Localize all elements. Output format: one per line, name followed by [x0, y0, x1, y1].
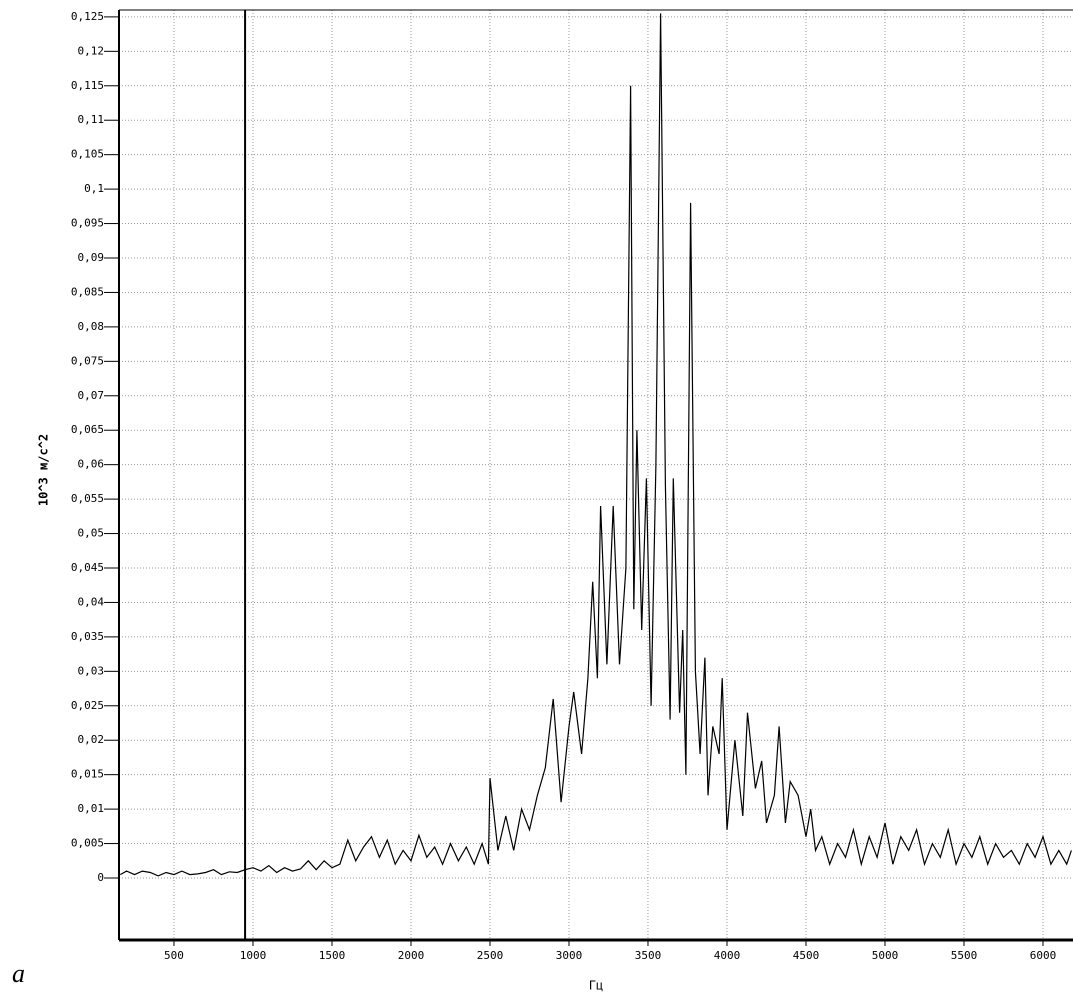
x-tick-label: 3500	[635, 949, 662, 962]
x-tick-label: 1000	[240, 949, 267, 962]
x-tick-label: 2000	[398, 949, 425, 962]
y-tick-label: 0,08	[78, 320, 105, 333]
y-axis-label: 10^3 м/с^2	[37, 434, 51, 506]
x-tick-label: 5500	[951, 949, 978, 962]
y-tick-label: 0,105	[71, 148, 104, 161]
y-tick-label: 0,07	[78, 389, 105, 402]
x-axis-label: Гц	[589, 979, 603, 992]
y-tick-label: 0,005	[71, 837, 104, 850]
x-tick-label: 2500	[477, 949, 504, 962]
x-tick-label: 4500	[793, 949, 820, 962]
y-tick-label: 0,01	[78, 802, 105, 815]
y-tick-label: 0,125	[71, 10, 104, 23]
y-tick-label: 0,1	[84, 182, 104, 195]
y-tick-label: 0,065	[71, 423, 104, 436]
y-tick-label: 0,045	[71, 561, 104, 574]
y-tick-label: 0,055	[71, 492, 104, 505]
y-tick-label: 0,02	[78, 733, 105, 746]
caption: a	[12, 959, 25, 988]
y-tick-label: 0,04	[78, 595, 105, 608]
y-tick-label: 0,05	[78, 527, 105, 540]
y-tick-label: 0,095	[71, 217, 104, 230]
y-tick-label: 0,025	[71, 699, 104, 712]
x-tick-label: 500	[164, 949, 184, 962]
x-tick-label: 3000	[556, 949, 583, 962]
x-tick-label: 5000	[872, 949, 899, 962]
y-tick-label: 0,06	[78, 458, 105, 471]
y-tick-label: 0,085	[71, 285, 104, 298]
y-tick-label: 0,03	[78, 664, 105, 677]
y-tick-label: 0	[97, 871, 104, 884]
y-tick-label: 0,11	[78, 113, 105, 126]
y-tick-label: 0,075	[71, 354, 104, 367]
y-tick-label: 0,12	[78, 44, 105, 57]
y-tick-label: 0,115	[71, 79, 104, 92]
y-tick-label: 0,035	[71, 630, 104, 643]
x-tick-label: 1500	[319, 949, 346, 962]
y-tick-label: 0,09	[78, 251, 105, 264]
data-line	[120, 13, 1072, 877]
y-tick-label: 0,015	[71, 768, 104, 781]
x-tick-label: 4000	[714, 949, 741, 962]
x-tick-label: 6000	[1030, 949, 1057, 962]
